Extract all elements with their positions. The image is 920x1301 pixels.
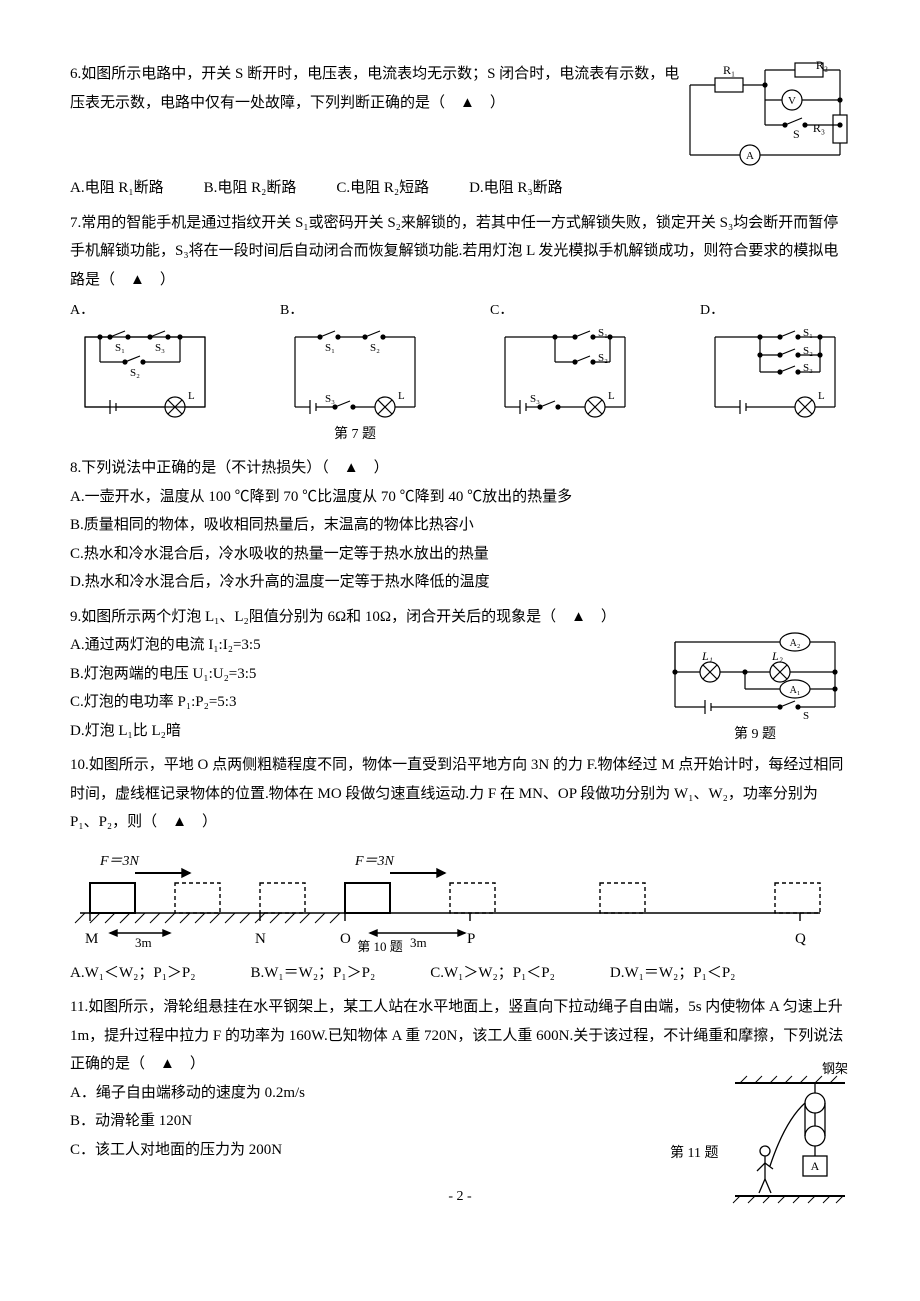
q6-opt-d: D.电阻 R₃断路 bbox=[469, 174, 563, 203]
question-7: 7.常用的智能手机是通过指纹开关 S₁或密码开关 S₂来解锁的，若其中任一方式解… bbox=[70, 209, 850, 449]
svg-text:O: O bbox=[340, 931, 351, 947]
question-6: R₁ R₂ R₃ V A S 6.如图所示电路中，开关 S 断开时，电压表，电流… bbox=[70, 60, 850, 203]
svg-text:F＝3N: F＝3N bbox=[354, 854, 395, 869]
q6-options: A.电阻 R₁断路 B.电阻 R₂断路 C.电阻 R₂短路 D.电阻 R₃断路 bbox=[70, 174, 850, 203]
svg-text:L₂: L₂ bbox=[771, 649, 783, 663]
svg-text:S₃: S₃ bbox=[803, 362, 813, 374]
question-8: 8.下列说法中正确的是（不计热损失）（ ▲ ） A.一壶开水，温度从 100 ℃… bbox=[70, 454, 850, 597]
svg-text:S₂: S₂ bbox=[803, 345, 813, 357]
q10-opt-c: C.W₁＞W₂；P₁＜P₂ bbox=[430, 959, 555, 988]
q6-opt-c: C.电阻 R₂短路 bbox=[336, 174, 429, 203]
q10-stem: 10.如图所示，平地 O 点两侧粗糙程度不同，物体一直受到沿平地方向 3N 的力… bbox=[70, 751, 850, 837]
q10-figure: F＝3N F＝3N 3m 3m M N O P Q 第 10 题 bbox=[70, 843, 850, 953]
label-r2: R₂ bbox=[816, 60, 828, 72]
svg-text:N: N bbox=[255, 931, 266, 947]
q8-stem: 8.下列说法中正确的是（不计热损失）（ ▲ ） bbox=[70, 454, 850, 483]
svg-text:L: L bbox=[188, 390, 195, 402]
svg-text:P: P bbox=[467, 931, 475, 947]
q8-opt-d: D.热水和冷水混合后，冷水升高的温度一定等于热水降低的温度 bbox=[70, 568, 850, 597]
q8-opt-c: C.热水和冷水混合后，冷水吸收的热量一定等于热水放出的热量 bbox=[70, 540, 850, 569]
svg-text:L: L bbox=[818, 390, 825, 402]
q10-options: A.W₁＜W₂；P₁＞P₂ B.W₁＝W₂；P₁＞P₂ C.W₁＞W₂；P₁＜P… bbox=[70, 959, 850, 988]
svg-text:L: L bbox=[398, 390, 405, 402]
label-s: S bbox=[793, 127, 800, 141]
svg-text:S₃: S₃ bbox=[530, 393, 540, 405]
q10-opt-a: A.W₁＜W₂；P₁＞P₂ bbox=[70, 959, 196, 988]
svg-text:A: A bbox=[811, 1159, 820, 1173]
svg-text:S₂: S₂ bbox=[130, 367, 140, 379]
svg-text:L: L bbox=[608, 390, 615, 402]
q8-opt-b: B.质量相同的物体，吸收相同热量后，末温高的物体比热容小 bbox=[70, 511, 850, 540]
q10-opt-d: D.W₁＝W₂；P₁＜P₂ bbox=[610, 959, 736, 988]
svg-text:3m: 3m bbox=[410, 935, 427, 950]
q10-opt-b: B.W₁＝W₂；P₁＞P₂ bbox=[251, 959, 376, 988]
q6-opt-b: B.电阻 R₂断路 bbox=[204, 174, 297, 203]
label-r1: R₁ bbox=[723, 63, 735, 77]
q11-figure: A 钢架 第 11 题 bbox=[725, 1071, 850, 1211]
q7-fig-b: B． bbox=[280, 298, 430, 448]
label-r3: R₃ bbox=[813, 121, 825, 135]
svg-text:M: M bbox=[85, 931, 98, 947]
q9-figure: L₁ L₂ A₁ A₂ S 第 9 题 bbox=[660, 627, 850, 749]
q6-figure: R₁ R₂ R₃ V A S bbox=[680, 60, 850, 170]
svg-text:L₁: L₁ bbox=[701, 649, 713, 663]
q11-stem: 11.如图所示，滑轮组悬挂在水平钢架上，某工人站在水平地面上，竖直向下拉动绳子自… bbox=[70, 993, 850, 1079]
q7-stem: 7.常用的智能手机是通过指纹开关 S₁或密码开关 S₂来解锁的，若其中任一方式解… bbox=[70, 209, 850, 295]
svg-text:S₁: S₁ bbox=[115, 342, 125, 354]
svg-text:S₃: S₃ bbox=[325, 393, 335, 405]
svg-text:A₁: A₁ bbox=[790, 685, 801, 696]
svg-text:S₁: S₁ bbox=[325, 342, 335, 354]
svg-text:A₂: A₂ bbox=[790, 638, 801, 649]
svg-text:S₃: S₃ bbox=[155, 342, 165, 354]
q7-figures: A． bbox=[70, 298, 850, 448]
q7-fig-d: D． bbox=[700, 298, 850, 422]
svg-text:Q: Q bbox=[795, 931, 806, 947]
q7-fig-a: A． bbox=[70, 298, 220, 422]
q6-opt-a: A.电阻 R₁断路 bbox=[70, 174, 164, 203]
svg-text:3m: 3m bbox=[135, 935, 152, 950]
q8-opt-a: A.一壶开水，温度从 100 ℃降到 70 ℃比温度从 70 ℃降到 40 ℃放… bbox=[70, 483, 850, 512]
svg-text:S₂: S₂ bbox=[598, 352, 608, 364]
svg-text:F＝3N: F＝3N bbox=[99, 854, 140, 869]
label-a: A bbox=[746, 150, 754, 162]
question-9: 9.如图所示两个灯泡 L₁、L₂阻值分别为 6Ω和 10Ω，闭合开关后的现象是（… bbox=[70, 603, 850, 746]
label-v: V bbox=[788, 95, 796, 107]
svg-text:S₂: S₂ bbox=[370, 342, 380, 354]
svg-text:S: S bbox=[803, 710, 809, 722]
q7-caption: 第 7 题 bbox=[280, 422, 430, 449]
svg-text:S₁: S₁ bbox=[803, 327, 813, 339]
question-11: 11.如图所示，滑轮组悬挂在水平钢架上，某工人站在水平地面上，竖直向下拉动绳子自… bbox=[70, 993, 850, 1164]
svg-text:第 10 题: 第 10 题 bbox=[357, 939, 403, 953]
question-10: 10.如图所示，平地 O 点两侧粗糙程度不同，物体一直受到沿平地方向 3N 的力… bbox=[70, 751, 850, 987]
svg-text:S₁: S₁ bbox=[598, 327, 608, 339]
q7-fig-c: C． bbox=[490, 298, 640, 422]
